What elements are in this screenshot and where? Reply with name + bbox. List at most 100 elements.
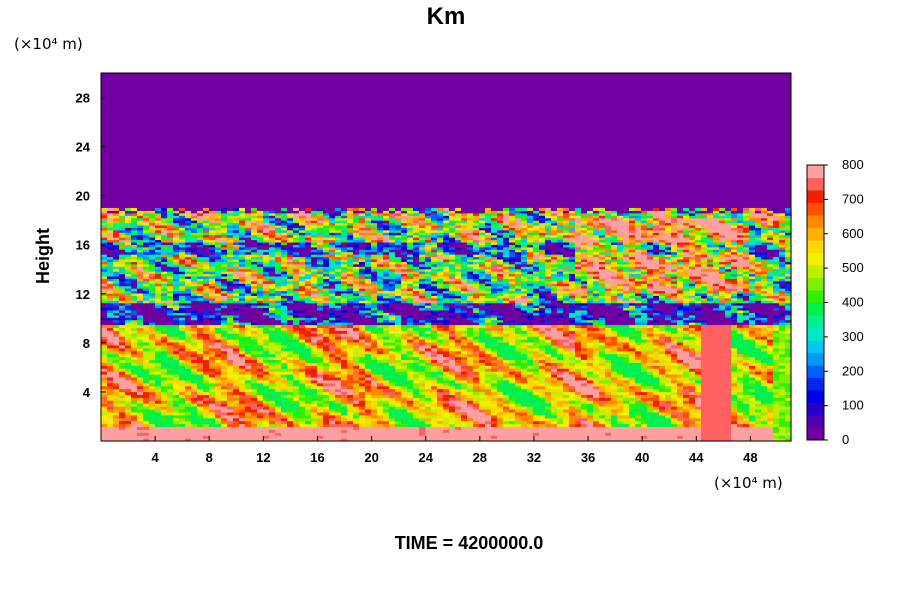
heatmap-cell: [167, 333, 174, 337]
heatmap-cell: [215, 388, 222, 393]
heatmap-cell: [179, 379, 186, 384]
heatmap-cell: [491, 350, 498, 355]
heatmap-cell: [347, 391, 354, 395]
heatmap-cell: [281, 356, 288, 361]
heatmap-cell: [551, 373, 558, 378]
heatmap-cell: [389, 336, 396, 340]
heatmap-cell: [383, 322, 390, 326]
heatmap-cell: [779, 420, 786, 425]
heatmap-cell: [209, 319, 216, 323]
heatmap-cell: [725, 324, 732, 328]
heatmap-cell: [359, 403, 366, 407]
heatmap-cell: [371, 391, 378, 395]
heatmap-cell: [527, 365, 534, 369]
heatmap-cell: [755, 429, 762, 433]
heatmap-cell: [737, 319, 744, 323]
heatmap-cell: [557, 403, 564, 407]
heatmap-cell: [533, 394, 540, 398]
heatmap-cell: [389, 333, 396, 337]
heatmap-cell: [101, 359, 108, 363]
heatmap-cell: [341, 344, 348, 349]
heatmap-cell: [545, 339, 552, 343]
heatmap-cell: [467, 333, 474, 337]
heatmap-cell: [191, 356, 198, 361]
heatmap-cell: [209, 362, 216, 366]
heatmap-cell: [383, 385, 390, 390]
heatmap-cell: [587, 376, 594, 381]
heatmap-cell: [293, 400, 300, 404]
heatmap-cell: [413, 356, 420, 361]
heatmap-cell: [635, 397, 642, 401]
heatmap-cell: [611, 341, 618, 346]
heatmap-cell: [473, 356, 480, 361]
heatmap-cell: [107, 388, 114, 393]
heatmap-cell: [623, 435, 630, 439]
heatmap-cell: [221, 400, 228, 404]
heatmap-cell: [287, 344, 294, 349]
heatmap-cell: [203, 379, 210, 384]
heatmap-cell: [305, 388, 312, 393]
heatmap-cell: [593, 403, 600, 407]
heatmap-cell: [209, 365, 216, 369]
heatmap-cell: [449, 350, 456, 355]
heatmap-cell: [725, 347, 732, 352]
heatmap-cell: [149, 341, 156, 346]
heatmap-cell: [281, 339, 288, 343]
heatmap-cell: [761, 371, 768, 375]
heatmap-cell: [131, 400, 138, 404]
heatmap-cell: [425, 317, 432, 321]
heatmap-cell: [131, 435, 138, 439]
heatmap-cell: [467, 317, 474, 321]
heatmap-cell: [707, 391, 714, 395]
heatmap-cell: [659, 406, 666, 410]
heatmap-cell: [641, 403, 648, 407]
heatmap-cell: [263, 438, 270, 442]
heatmap-cell: [359, 382, 366, 387]
heatmap-cell: [143, 423, 150, 428]
heatmap-cell: [665, 420, 672, 425]
heatmap-cell: [665, 368, 672, 372]
heatmap-cell: [665, 365, 672, 369]
heatmap-cell: [287, 397, 294, 401]
heatmap-cell: [323, 373, 330, 378]
heatmap-cell: [701, 382, 708, 387]
heatmap-cell: [623, 394, 630, 398]
heatmap-cell: [197, 420, 204, 425]
heatmap-cell: [599, 324, 606, 328]
heatmap-cell: [527, 350, 534, 355]
heatmap-cell: [665, 426, 672, 430]
heatmap-cell: [725, 333, 732, 337]
heatmap-cell: [719, 319, 726, 323]
heatmap-cell: [305, 330, 312, 334]
heatmap-cell: [479, 423, 486, 428]
heatmap-cell: [365, 368, 372, 372]
heatmap-cell: [119, 435, 126, 439]
heatmap-cell: [479, 333, 486, 337]
heatmap-cell: [263, 423, 270, 428]
heatmap-cell: [275, 333, 282, 337]
heatmap-cell: [551, 406, 558, 410]
heatmap-cell: [719, 406, 726, 410]
heatmap-cell: [611, 333, 618, 337]
heatmap-cell: [503, 420, 510, 425]
heatmap-cell: [551, 438, 558, 442]
heatmap-cell: [161, 420, 168, 425]
heatmap-cell: [371, 429, 378, 433]
heatmap-cell: [437, 359, 444, 363]
heatmap-cell: [737, 403, 744, 407]
heatmap-cell: [581, 319, 588, 323]
heatmap-cell: [425, 327, 432, 331]
heatmap-cell: [185, 339, 192, 343]
heatmap-cell: [599, 382, 606, 387]
heatmap-cell: [605, 373, 612, 378]
heatmap-cell: [299, 314, 306, 318]
heatmap-cell: [329, 314, 336, 318]
heatmap-cell: [203, 368, 210, 372]
heatmap-cell: [659, 414, 666, 419]
heatmap-cell: [239, 426, 246, 430]
heatmap-cell: [113, 426, 120, 430]
heatmap-cell: [569, 317, 576, 321]
heatmap-cell: [755, 341, 762, 346]
heatmap-cell: [509, 432, 516, 436]
heatmap-cell: [173, 341, 180, 346]
